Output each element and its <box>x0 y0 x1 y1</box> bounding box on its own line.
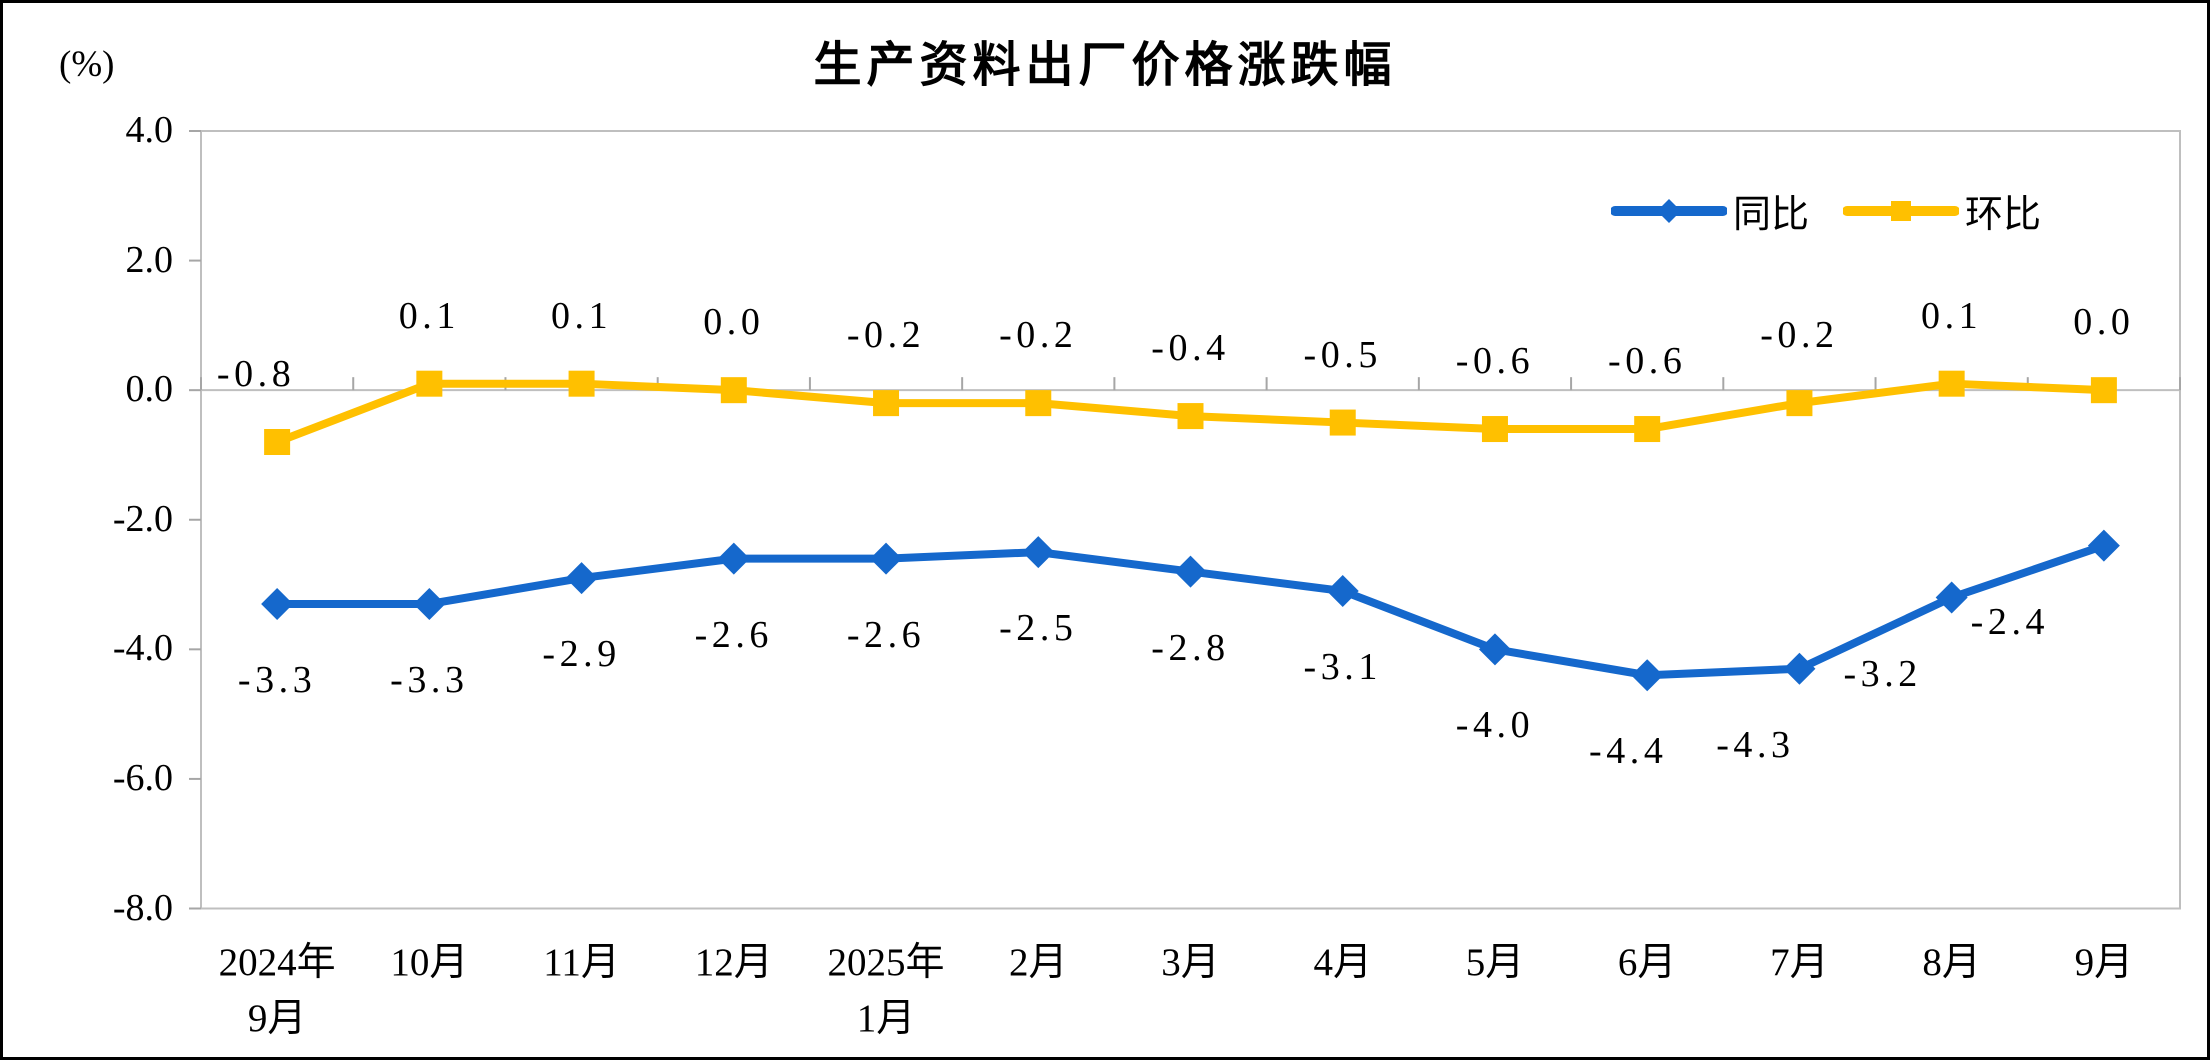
marker-square <box>1025 390 1052 417</box>
chart-title: 生产资料出厂价格涨跌幅 <box>813 39 1397 92</box>
x-axis-label-10: 7月 <box>1770 941 1829 984</box>
marker-square <box>568 370 595 397</box>
data-label-series0-point7: -3.1 <box>1303 646 1382 689</box>
legend-swatch-diamond-icon <box>1611 198 1727 223</box>
marker-square <box>873 390 900 417</box>
data-label-series0-point12: -2.4 <box>1970 600 2050 643</box>
data-label-series0-point6: -2.8 <box>1151 626 1230 669</box>
data-label-series1-point8: -0.6 <box>1455 340 1535 383</box>
y-axis-label-6: -8.0 <box>112 886 173 929</box>
x-axis-label-11: 8月 <box>1922 941 1981 984</box>
marker-diamond <box>565 562 598 595</box>
marker-square <box>264 429 291 455</box>
data-label-series0-point8: -4.0 <box>1455 704 1535 747</box>
marker-square <box>1177 403 1204 430</box>
legend-label-0: 同比 <box>1733 194 1810 236</box>
y-axis-label-0: 4.0 <box>125 109 174 152</box>
data-label-series0-point5: -2.5 <box>999 607 1078 650</box>
data-label-series1-point3: 0.0 <box>703 301 765 344</box>
marker-square <box>1481 416 1508 443</box>
marker-square <box>2090 377 2117 404</box>
marker-diamond <box>1783 652 1816 685</box>
data-label-series1-point12: 0.0 <box>2073 301 2135 344</box>
marker-square <box>1786 390 1813 417</box>
data-label-series1-point5: -0.2 <box>999 314 1078 357</box>
data-label-series1-point2: 0.1 <box>550 294 613 337</box>
legend-item-1: 环比 <box>1843 183 2041 238</box>
marker-diamond <box>717 542 750 575</box>
data-label-series1-point4: -0.2 <box>846 314 926 357</box>
x-axis-label-7: 4月 <box>1313 941 1372 984</box>
x-axis-label-4: 2025年 1月 <box>827 941 945 1040</box>
data-label-series0-point11: -3.2 <box>1843 652 1922 695</box>
data-label-series1-point6: -0.4 <box>1151 327 1230 370</box>
y-axis-label-5: -6.0 <box>112 757 173 800</box>
marker-square <box>416 370 443 397</box>
marker-diamond <box>1174 555 1207 588</box>
data-label-series0-point0: -3.3 <box>237 658 317 701</box>
legend-label-1: 环比 <box>1965 194 2042 236</box>
x-axis-label-5: 2月 <box>1009 941 1068 984</box>
marker-square <box>720 377 747 404</box>
legend-item-0: 同比 <box>1611 183 1809 238</box>
x-axis-label-6: 3月 <box>1161 941 1220 984</box>
data-label-series0-point10: -4.3 <box>1716 723 1795 766</box>
data-label-series1-point10: -0.2 <box>1760 314 1839 357</box>
x-axis-label-2: 11月 <box>543 941 620 984</box>
legend-swatch-square-icon <box>1843 200 1960 221</box>
data-label-series1-point7: -0.5 <box>1303 333 1382 376</box>
data-label-series0-point3: -2.6 <box>694 613 773 656</box>
marker-diamond <box>1631 659 1664 692</box>
data-label-series1-point9: -0.6 <box>1607 340 1687 383</box>
marker-diamond <box>1935 581 1968 614</box>
chart-canvas <box>189 130 2181 910</box>
marker-diamond <box>1478 633 1511 666</box>
marker-diamond <box>1022 536 1055 569</box>
x-axis-label-3: 12月 <box>694 941 773 984</box>
x-axis-label-9: 6月 <box>1617 941 1677 984</box>
x-axis-label-8: 5月 <box>1465 941 1525 984</box>
chart-labels-layer: -3.3 -3.3 -2.9 -2.6 -2.6 -2.5 -2.8 -3.1 -4.0 -4.4… <box>3 3 2207 1057</box>
y-axis-label-3: -2.0 <box>112 497 173 540</box>
data-label-series1-point0: -0.8 <box>216 353 296 395</box>
marker-diamond <box>2087 529 2120 562</box>
data-label-series1-point11: 0.1 <box>1921 294 1983 337</box>
x-axis-label-12: 9月 <box>2074 941 2134 984</box>
data-label-series0-point1: -3.3 <box>390 658 469 701</box>
data-label-series1-point1: 0.1 <box>398 294 460 337</box>
chart-legend: 同比 环比 <box>1611 183 2041 238</box>
marker-diamond <box>1326 575 1359 608</box>
marker-square <box>1329 409 1356 436</box>
marker-square <box>1938 370 1965 397</box>
data-label-series0-point4: -2.6 <box>846 613 926 656</box>
x-axis-label-0: 2024年 9月 <box>218 941 336 1040</box>
marker-square <box>1634 416 1661 443</box>
marker-diamond <box>261 587 294 620</box>
y-axis-label-2: 0.0 <box>125 368 174 411</box>
y-axis-label-4: -4.0 <box>112 627 173 670</box>
marker-diamond <box>413 587 446 620</box>
y-axis-unit-label: (%) <box>59 44 115 85</box>
marker-diamond <box>870 542 903 575</box>
data-label-series0-point9: -4.4 <box>1588 730 1668 773</box>
y-axis-label-1: 2.0 <box>125 238 174 281</box>
data-label-series0-point2: -2.9 <box>542 633 621 676</box>
x-axis-label-1: 10月 <box>390 941 469 984</box>
